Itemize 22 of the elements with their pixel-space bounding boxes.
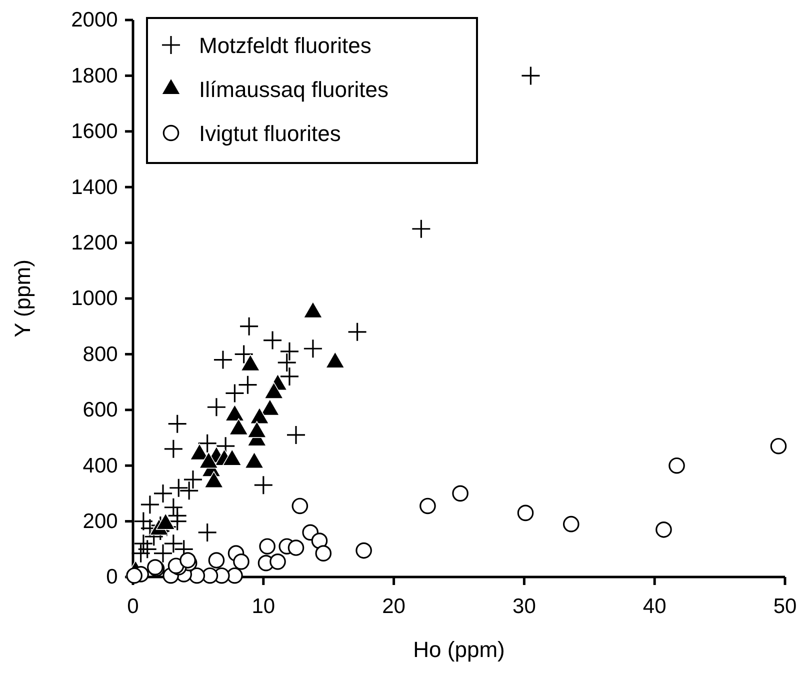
x-tick-label: 10 — [252, 595, 276, 618]
y-tick-label: 1800 — [71, 64, 118, 88]
y-tick-label: 800 — [82, 342, 118, 366]
x-tick-label: 20 — [382, 595, 406, 618]
x-tick-label: 50 — [773, 595, 797, 618]
y-tick-label: 0 — [106, 566, 118, 589]
x-tick-label: 30 — [512, 595, 536, 618]
legend-label: Ilímaussaq fluorites — [199, 77, 389, 102]
legend-label: Ivigtut fluorites — [199, 121, 341, 146]
y-tick-label: 1000 — [71, 287, 118, 310]
y-tick-label: 1400 — [71, 176, 118, 199]
x-tick-label: 0 — [127, 595, 139, 618]
y-axis-title: Y (ppm) — [10, 260, 35, 338]
x-tick-label: 40 — [642, 595, 666, 618]
y-tick-label: 400 — [82, 454, 118, 478]
legend-label: Motzfeldt fluorites — [199, 33, 372, 58]
y-tick-label: 1600 — [71, 120, 118, 144]
y-tick-label: 200 — [82, 510, 118, 534]
y-tick-label: 2000 — [71, 8, 118, 32]
x-axis-title: Ho (ppm) — [413, 637, 505, 662]
y-tick-label: 600 — [82, 398, 118, 422]
y-tick-label: 1200 — [71, 232, 118, 255]
